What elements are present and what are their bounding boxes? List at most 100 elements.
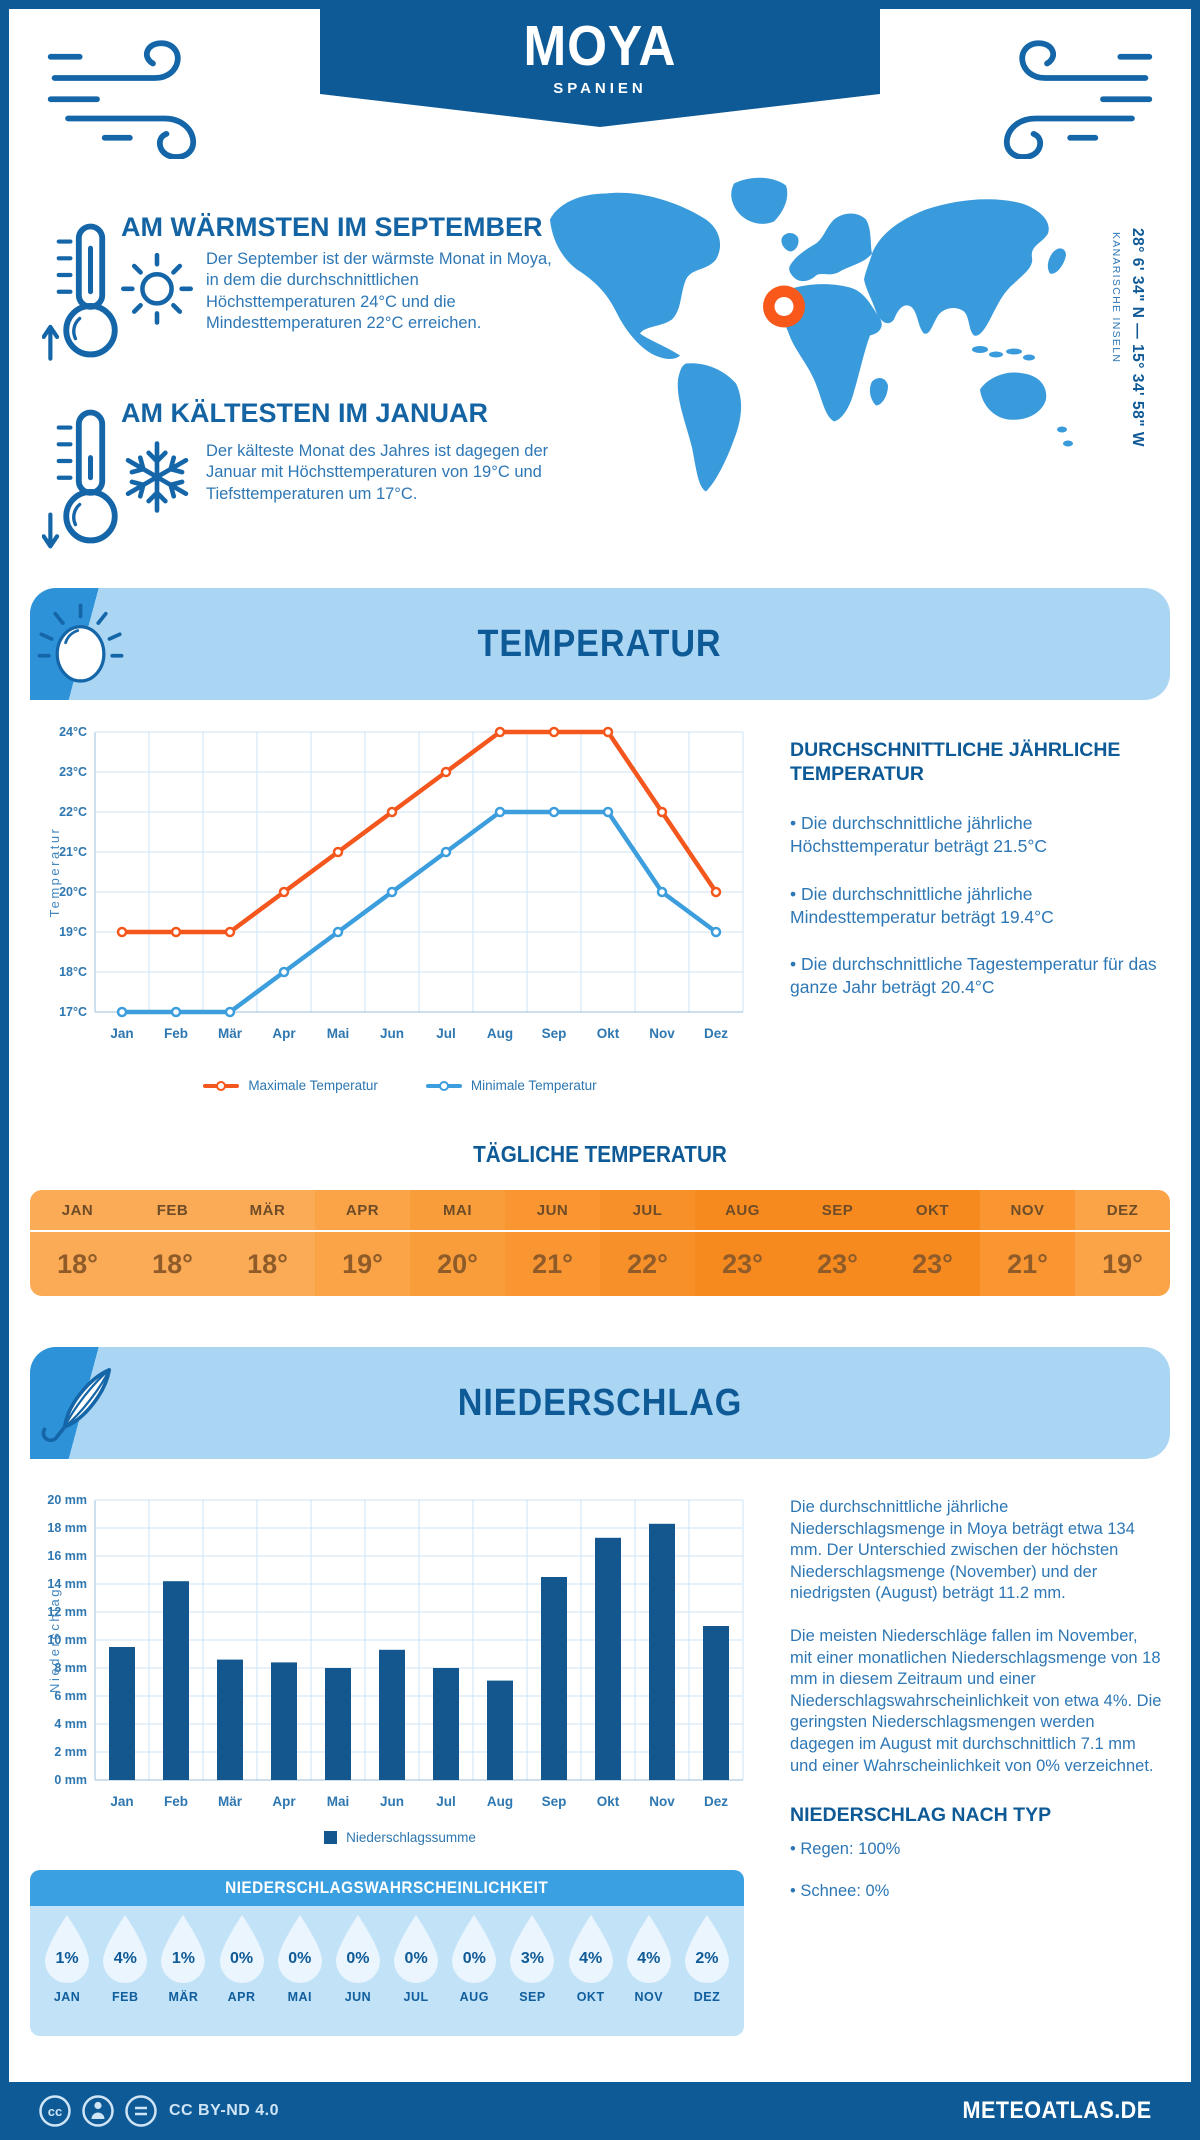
region-label: KANARISCHE INSELN (1110, 232, 1122, 364)
max-temperature-legend-marker (203, 1080, 240, 1091)
umbrella-banner-icon (30, 1347, 132, 1459)
water-drop-icon: 4% (566, 1913, 616, 1985)
annual-temperature-bullets: • Die durchschnittliche jährliche Höchst… (790, 812, 1162, 1024)
month-label: MÄR (168, 1990, 199, 2004)
precipitation-bar-chart: 0 mm 2 mm 4 mm 6 mm 8 mm 10 mm 12 mm 14 mm 16 mm… (45, 1486, 755, 1816)
thermometer-down-icon (42, 409, 118, 549)
daily-temperature-column: JUN 21° (505, 1190, 600, 1296)
month-label: NOV (634, 1990, 664, 2004)
svg-text:Feb: Feb (164, 1794, 188, 1809)
svg-text:Temperatur: Temperatur (47, 827, 62, 918)
probability-value: 1% (55, 1950, 79, 1967)
svg-text:0 mm: 0 mm (54, 1773, 87, 1787)
bullet-day-temperature: • Die durchschnittliche Tagestemperatur … (790, 954, 1157, 998)
cc-attribution-icon (82, 2095, 114, 2127)
daily-temperature-value: 22° (627, 1248, 668, 1279)
daily-temperature-column: JAN 18° (30, 1190, 125, 1296)
svg-text:Aug: Aug (487, 1026, 513, 1041)
cc-nd-icon (125, 2095, 157, 2127)
month-label: AUG (695, 1190, 790, 1232)
header-banner: MOYA SPANIEN (320, 0, 880, 127)
month-label: AUG (459, 1990, 489, 2004)
probability-value: 4% (637, 1950, 661, 1967)
month-label: JUN (505, 1190, 600, 1232)
temperature-section-banner: TEMPERATUR (30, 588, 1170, 700)
svg-text:Apr: Apr (272, 1794, 296, 1809)
probability-value: 2% (695, 1950, 719, 1967)
svg-text:Mär: Mär (218, 1794, 243, 1809)
legend-item-min-temperature: Minimale Temperatur (425, 1078, 597, 1093)
svg-text:14 mm: 14 mm (47, 1577, 87, 1591)
daily-temperature-column: SEP 23° (790, 1190, 885, 1296)
daily-temperature-column: APR 19° (315, 1190, 410, 1296)
svg-text:Feb: Feb (164, 1026, 188, 1041)
svg-text:Sep: Sep (542, 1794, 567, 1809)
bullet-rain: • Regen: 100% (790, 1839, 901, 1858)
svg-text:Mai: Mai (327, 1026, 350, 1041)
license-icons: cc (38, 2094, 158, 2128)
water-drop-icon: 0% (391, 1913, 441, 1985)
water-drop-icon: 1% (42, 1913, 92, 1985)
svg-text:17°C: 17°C (59, 1005, 87, 1019)
daily-temperature-value: 19° (1102, 1248, 1143, 1279)
probability-drop-cell: 0% MAI (271, 1913, 329, 2036)
svg-text:24°C: 24°C (59, 725, 87, 739)
month-label: MAI (410, 1190, 505, 1232)
svg-text:2 mm: 2 mm (54, 1745, 87, 1759)
temperature-section-title: TEMPERATUR (478, 622, 722, 665)
probability-value: 3% (520, 1950, 545, 1967)
svg-text:Jan: Jan (110, 1794, 133, 1809)
probability-value: 0% (230, 1950, 254, 1967)
svg-text:Dez: Dez (704, 1026, 728, 1041)
svg-text:Jan: Jan (110, 1026, 133, 1041)
precipitation-section-banner: NIEDERSCHLAG (30, 1347, 1170, 1459)
svg-text:18 mm: 18 mm (47, 1521, 87, 1535)
svg-text:Okt: Okt (597, 1794, 620, 1809)
svg-text:8 mm: 8 mm (54, 1661, 87, 1675)
sun-icon (121, 252, 193, 325)
probability-value: 4% (113, 1950, 137, 1967)
cold-month-title: AM KÄLTESTEN IM JANUAR (121, 398, 488, 428)
svg-text:18°C: 18°C (59, 965, 87, 979)
temperature-chart-legend: Maximale Temperatur Minimale Temperatur (45, 1078, 755, 1093)
water-drop-icon: 0% (333, 1913, 383, 1985)
warm-month-text: Der September ist der wärmste Monat in M… (206, 250, 552, 333)
svg-text:Jun: Jun (380, 1794, 404, 1809)
precipitation-chart-legend: Niederschlagssumme (45, 1830, 755, 1845)
page-subtitle: SPANIEN (553, 80, 647, 97)
daily-temperature-column: FEB 18° (125, 1190, 220, 1296)
bullet-min-temperature: • Die durchschnittliche jährliche Mindes… (790, 883, 1054, 927)
daily-temperature-column: MAI 20° (410, 1190, 505, 1296)
probability-drop-cell: 0% AUG (445, 1913, 503, 2036)
svg-text:Dez: Dez (704, 1794, 728, 1809)
month-label: MÄR (220, 1190, 315, 1232)
probability-drop-cell: 3% SEP (503, 1913, 561, 2036)
month-label: OKT (576, 1990, 605, 2004)
legend-item-precipitation-sum: Niederschlagssumme (324, 1830, 476, 1845)
water-drop-icon: 0% (275, 1913, 325, 1985)
month-label: FEB (125, 1190, 220, 1232)
precipitation-probability-grid: 1% JAN 4% FEB 1% MÄR 0% APR 0% MAI 0% JUN 0% JUL 0% AUG… (30, 1906, 744, 2036)
month-label: NOV (980, 1190, 1075, 1232)
daily-temperature-column: OKT 23° (885, 1190, 980, 1296)
month-label: MAI (287, 1990, 312, 2004)
daily-temperature-value: 21° (532, 1248, 573, 1279)
probability-value: 4% (579, 1950, 603, 1967)
location-coordinates: KANARISCHE INSELN 28° 6' 34" N — 15° 34'… (1110, 228, 1146, 447)
probability-drop-cell: 4% OKT (562, 1913, 620, 2036)
month-label: APR (315, 1190, 410, 1232)
footer-bar: cc CC BY-ND 4.0 METEOATLAS.DE (0, 2082, 1200, 2140)
precipitation-probability-panel: NIEDERSCHLAGSWAHRSCHEINLICHKEIT 1% JAN 4% F… (30, 1870, 744, 2036)
probability-drop-cell: 2% DEZ (678, 1913, 736, 2036)
svg-text:Jul: Jul (436, 1794, 456, 1809)
daily-temperature-value: 18° (57, 1248, 98, 1279)
probability-value: 1% (171, 1950, 195, 1967)
wind-icon (47, 40, 196, 159)
svg-text:Mär: Mär (218, 1026, 243, 1041)
precipitation-text-panel: Die durchschnittliche jährliche Niedersc… (790, 1497, 1162, 1924)
svg-text:Jul: Jul (436, 1026, 456, 1041)
month-label: JAN (53, 1990, 81, 2004)
water-drop-icon: 4% (100, 1913, 150, 1985)
daily-temperature-column: DEZ 19° (1075, 1190, 1170, 1296)
month-label: OKT (885, 1190, 980, 1232)
